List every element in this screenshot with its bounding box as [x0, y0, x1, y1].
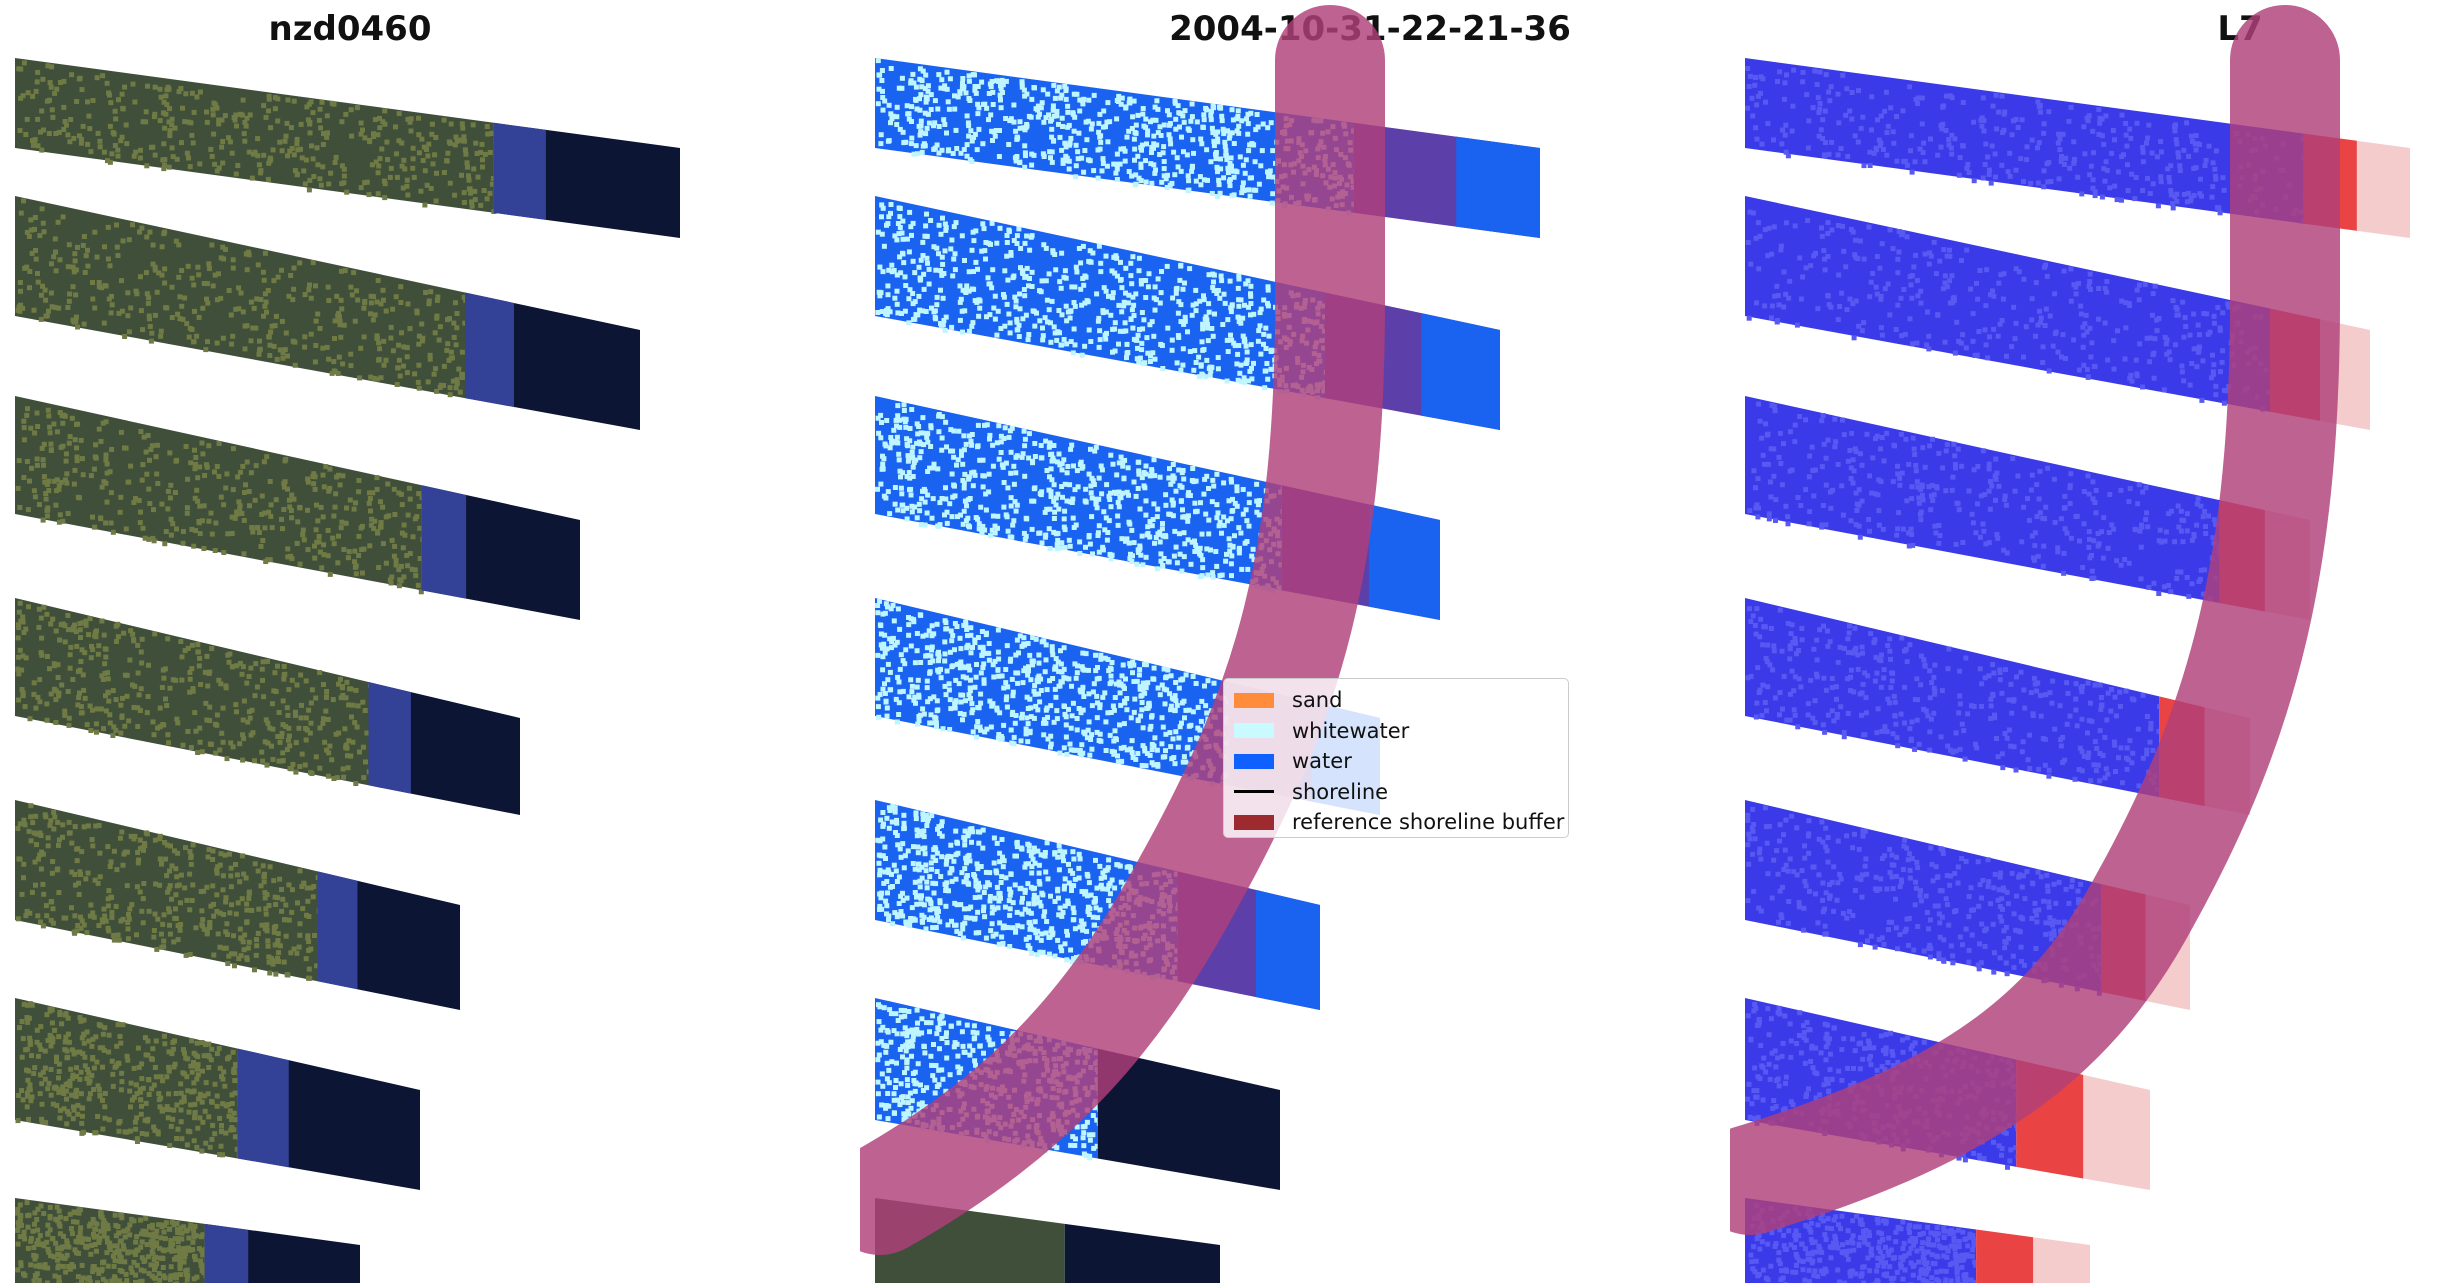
legend-swatch-whitewater [1234, 723, 1274, 739]
index-negative [1745, 396, 2220, 604]
legend-swatch-water [1234, 753, 1274, 769]
index-positive [1976, 1229, 2034, 1283]
water-class-strip [875, 58, 1354, 213]
whitewater-speckle [875, 58, 1359, 216]
whitewater-speckle [875, 202, 1330, 401]
unclassified-water [1064, 1223, 1220, 1283]
rgb-image [15, 58, 680, 1283]
legend-label: sand [1292, 688, 1343, 713]
surf-band [237, 1048, 289, 1168]
land-strip [15, 998, 238, 1159]
surf-band [317, 871, 358, 990]
unclassified-water [1097, 1048, 1280, 1190]
vegetation-speckle [15, 1001, 243, 1158]
water-class-strip [875, 598, 1229, 786]
water-class [1456, 136, 1540, 238]
index-image [1730, 5, 2410, 1283]
surf-band [368, 682, 411, 794]
whitewater-speckle [875, 598, 1234, 787]
water-class-strip [875, 196, 1325, 399]
panel-index: L7 [1730, 0, 2430, 1283]
vegetation-speckle [15, 803, 322, 981]
legend-item-whitewater: whitewater [1234, 716, 1558, 747]
water-class [1421, 313, 1500, 430]
vegetation-speckle [15, 600, 373, 786]
land-strip [15, 58, 494, 213]
water-class-strip [875, 396, 1282, 591]
water-class [1255, 889, 1320, 1010]
index-texture [1745, 606, 2162, 792]
vegetation-speckle [15, 198, 469, 398]
panel-rgb: nzd0460 [0, 0, 700, 1283]
legend-line-shoreline [1234, 790, 1274, 794]
legend-label: water [1292, 749, 1352, 774]
legend: sand whitewater water shoreline referenc… [1223, 678, 1569, 838]
legend-item-buffer: reference shoreline buffer [1234, 807, 1564, 838]
classified-image [860, 5, 1540, 1283]
index-negative [1745, 598, 2160, 798]
surf-band [465, 292, 514, 408]
legend-item-sand: sand [1234, 685, 1558, 716]
vegetation-speckle [16, 60, 497, 214]
surf-band [204, 1223, 249, 1283]
surf-band [421, 485, 467, 599]
panel-classified: 2004-10-31-22-21-36 [860, 0, 1571, 1283]
panel-title: nzd0460 [268, 9, 432, 49]
legend-label: whitewater [1292, 718, 1410, 743]
legend-label: reference shoreline buffer [1292, 810, 1565, 835]
index-negative [1745, 58, 2304, 224]
legend-label: shoreline [1292, 779, 1389, 804]
vegetation-speckle [15, 1200, 209, 1283]
reference-shoreline-buffer [1730, 5, 2340, 1235]
surf-band [493, 122, 546, 220]
legend-swatch-sand [1234, 692, 1274, 708]
water-class [1368, 504, 1440, 620]
reference-shoreline-buffer [860, 5, 1385, 1255]
index-texture [1745, 805, 2104, 996]
land-strip [15, 196, 465, 399]
legend-item-water: water [1234, 746, 1558, 777]
legend-swatch-buffer [1234, 814, 1274, 830]
legend-item-shoreline: shoreline [1234, 777, 1558, 808]
index-negative [1745, 800, 2101, 992]
